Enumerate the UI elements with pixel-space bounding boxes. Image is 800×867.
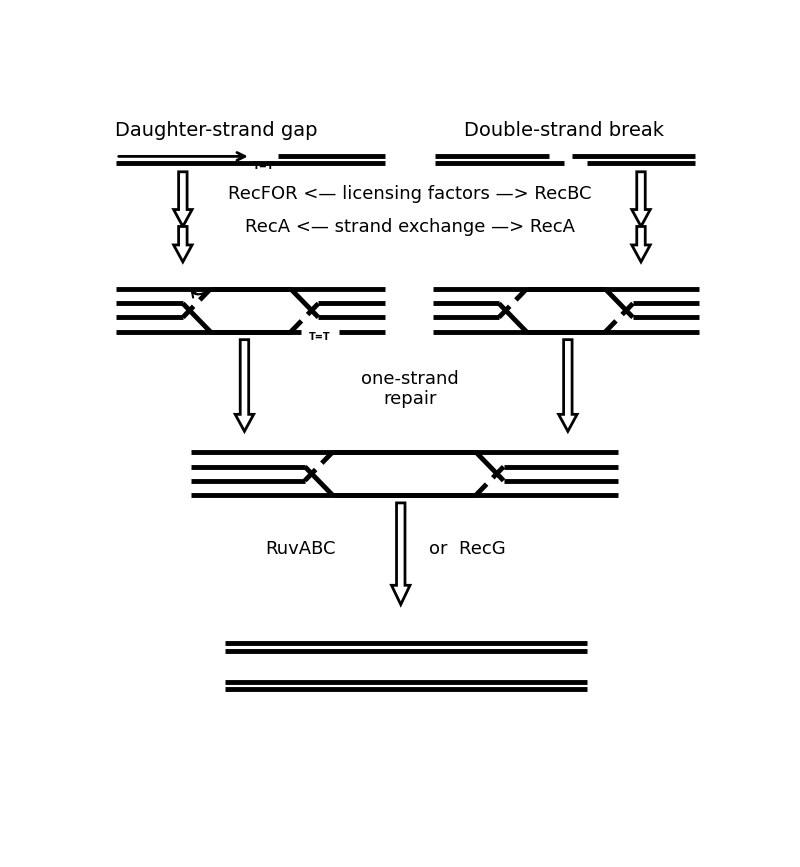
Text: Daughter-strand gap: Daughter-strand gap	[114, 121, 318, 140]
Text: RecA <— strand exchange —> RecA: RecA <— strand exchange —> RecA	[245, 218, 575, 236]
Text: T=T: T=T	[309, 331, 330, 342]
Text: RecFOR <— licensing factors —> RecBC: RecFOR <— licensing factors —> RecBC	[228, 186, 592, 203]
Polygon shape	[235, 340, 254, 431]
Polygon shape	[632, 172, 650, 226]
Text: or  RecG: or RecG	[430, 540, 506, 558]
Text: one-strand
repair: one-strand repair	[361, 369, 459, 408]
Polygon shape	[391, 503, 410, 604]
Text: T=T: T=T	[253, 161, 274, 172]
Polygon shape	[174, 226, 192, 262]
Polygon shape	[174, 172, 192, 226]
Polygon shape	[558, 340, 577, 431]
Polygon shape	[632, 226, 650, 262]
Text: RuvABC: RuvABC	[265, 540, 335, 558]
Text: Double-strand break: Double-strand break	[464, 121, 664, 140]
